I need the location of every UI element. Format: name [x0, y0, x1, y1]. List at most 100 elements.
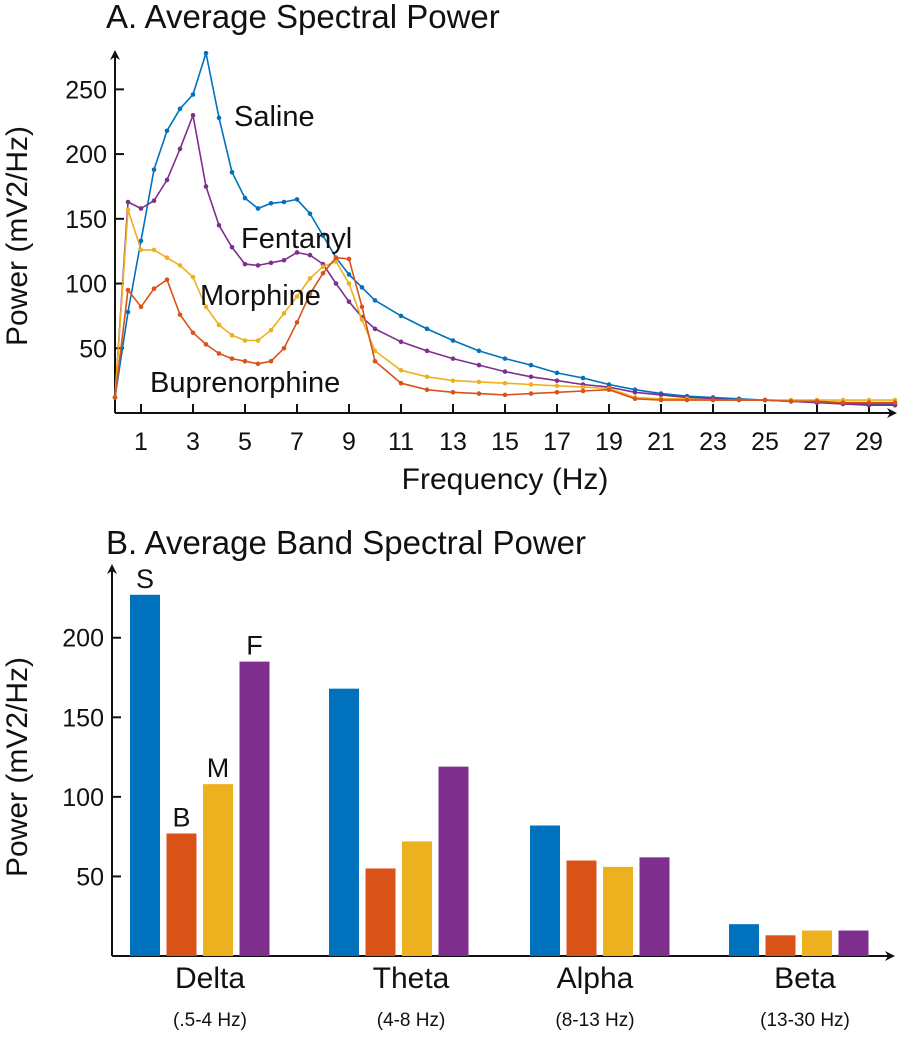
chart-a-title: A. Average Spectral Power	[106, 0, 500, 35]
bar-theta-fentanyl	[438, 766, 469, 956]
x-tick-label: 21	[647, 428, 675, 456]
x-tick-label: 9	[342, 428, 356, 456]
data-point-buprenorphine	[216, 351, 222, 356]
category-label: Beta	[774, 962, 836, 995]
chart-b-y-axis-label: Power (mV2/Hz)	[1, 657, 34, 877]
bar-delta-saline	[130, 594, 160, 956]
x-tick-label: 3	[186, 428, 200, 456]
y-tick-label: 150	[62, 704, 104, 732]
data-point-buprenorphine	[866, 400, 872, 405]
series-line-fentanyl	[114, 114, 895, 407]
data-point-saline	[359, 285, 365, 290]
chart-b-categories: Delta (.5-4 Hz) Theta (4-8 Hz) Alpha (8-13 Hz…	[173, 962, 850, 1031]
data-point-saline	[320, 233, 326, 238]
chart-b-title: B. Average Band Spectral Power	[106, 524, 586, 561]
series-label-buprenorphine: Buprenorphine	[150, 367, 340, 399]
data-point-fentanyl	[372, 326, 378, 332]
data-point-fentanyl	[151, 198, 157, 203]
data-point-buprenorphine	[372, 358, 378, 364]
x-tick-label: 25	[751, 428, 779, 456]
data-point-saline	[450, 338, 456, 343]
data-point-fentanyl	[476, 362, 482, 368]
series-line-saline	[114, 52, 895, 405]
data-point-buprenorphine	[580, 388, 586, 394]
data-point-buprenorphine	[450, 389, 456, 395]
data-point-morphine	[177, 263, 183, 268]
data-point-buprenorphine	[294, 320, 300, 325]
data-point-saline	[151, 167, 157, 172]
x-tick-label: 23	[699, 428, 727, 456]
data-point-saline	[372, 298, 378, 303]
data-point-buprenorphine	[840, 400, 846, 405]
data-point-buprenorphine	[814, 399, 820, 404]
data-point-fentanyl	[216, 222, 222, 228]
data-point-morphine	[190, 274, 196, 280]
chart-a-x-ticks: 1 3 5 7 9 11 13 15 17 19 21 23 25 27 29	[134, 404, 883, 456]
data-point-fentanyl	[528, 374, 534, 380]
chart-b-y-ticks: 50 100 150 200	[62, 625, 121, 891]
data-point-morphine	[450, 378, 456, 383]
data-point-morphine	[151, 247, 157, 253]
data-point-saline	[398, 313, 404, 319]
data-point-morphine	[268, 327, 274, 333]
category-label: Theta	[373, 962, 450, 995]
data-point-fentanyl	[424, 348, 430, 354]
data-point-saline	[229, 169, 235, 175]
data-point-fentanyl	[502, 369, 508, 374]
chart-a-y-ticks: 50 100 150 200 250	[65, 76, 124, 363]
x-tick-label: 1	[134, 428, 148, 456]
data-point-buprenorphine	[281, 345, 287, 351]
x-tick-label: 17	[543, 428, 571, 456]
x-tick-label: 29	[855, 428, 883, 456]
data-point-saline	[294, 197, 300, 202]
data-point-buprenorphine	[398, 380, 404, 386]
data-point-buprenorphine	[268, 358, 274, 364]
data-point-buprenorphine	[359, 304, 365, 310]
data-point-buprenorphine	[710, 397, 716, 403]
data-point-fentanyl	[177, 146, 183, 152]
data-point-buprenorphine	[892, 400, 898, 405]
y-tick-label: 150	[65, 206, 107, 234]
data-point-morphine	[554, 383, 560, 389]
chart-a-series	[112, 50, 898, 408]
chart-a-x-axis-label: Frequency (Hz)	[402, 463, 609, 496]
data-point-buprenorphine	[606, 387, 612, 392]
data-point-fentanyl	[242, 261, 248, 267]
data-point-saline	[307, 211, 313, 216]
data-point-morphine	[294, 294, 300, 299]
y-tick-label: 200	[65, 141, 107, 169]
data-point-fentanyl	[450, 356, 456, 361]
data-point-buprenorphine	[788, 399, 794, 404]
data-point-morphine	[580, 384, 586, 390]
bar-alpha-buprenorphine	[566, 860, 597, 956]
data-point-saline	[216, 115, 222, 121]
data-point-saline	[476, 348, 482, 354]
data-point-buprenorphine	[424, 387, 430, 392]
data-point-fentanyl	[255, 263, 261, 268]
data-point-buprenorphine	[151, 286, 157, 292]
data-point-buprenorphine	[658, 397, 664, 403]
chart-a-y-axis-label: Power (mV2/Hz)	[1, 126, 34, 346]
y-tick-label: 200	[62, 625, 104, 653]
data-point-morphine	[320, 264, 326, 270]
data-point-morphine	[346, 281, 352, 286]
category-range: (8-13 Hz)	[555, 1010, 634, 1031]
bar-beta-saline	[729, 924, 759, 956]
x-tick-label: 27	[803, 428, 831, 456]
line-chart: A. Average Spectral Power Power (mV2/Hz)…	[1, 0, 898, 496]
bar-delta-buprenorphine	[166, 833, 197, 956]
series-label-fentanyl: Fentanyl	[241, 223, 352, 255]
x-tick-label: 11	[388, 428, 414, 456]
data-point-morphine	[528, 382, 534, 387]
bar-delta-fentanyl	[239, 661, 270, 956]
data-point-morphine	[398, 367, 404, 373]
data-point-buprenorphine	[528, 391, 534, 396]
data-point-buprenorphine	[476, 391, 482, 396]
data-point-buprenorphine	[125, 287, 131, 293]
data-point-buprenorphine	[307, 291, 313, 297]
data-point-morphine	[307, 276, 313, 281]
data-point-morphine	[229, 333, 235, 338]
data-point-saline	[268, 200, 274, 206]
bar-alpha-saline	[530, 825, 560, 956]
bar-letter-buprenorphine: B	[172, 802, 190, 832]
